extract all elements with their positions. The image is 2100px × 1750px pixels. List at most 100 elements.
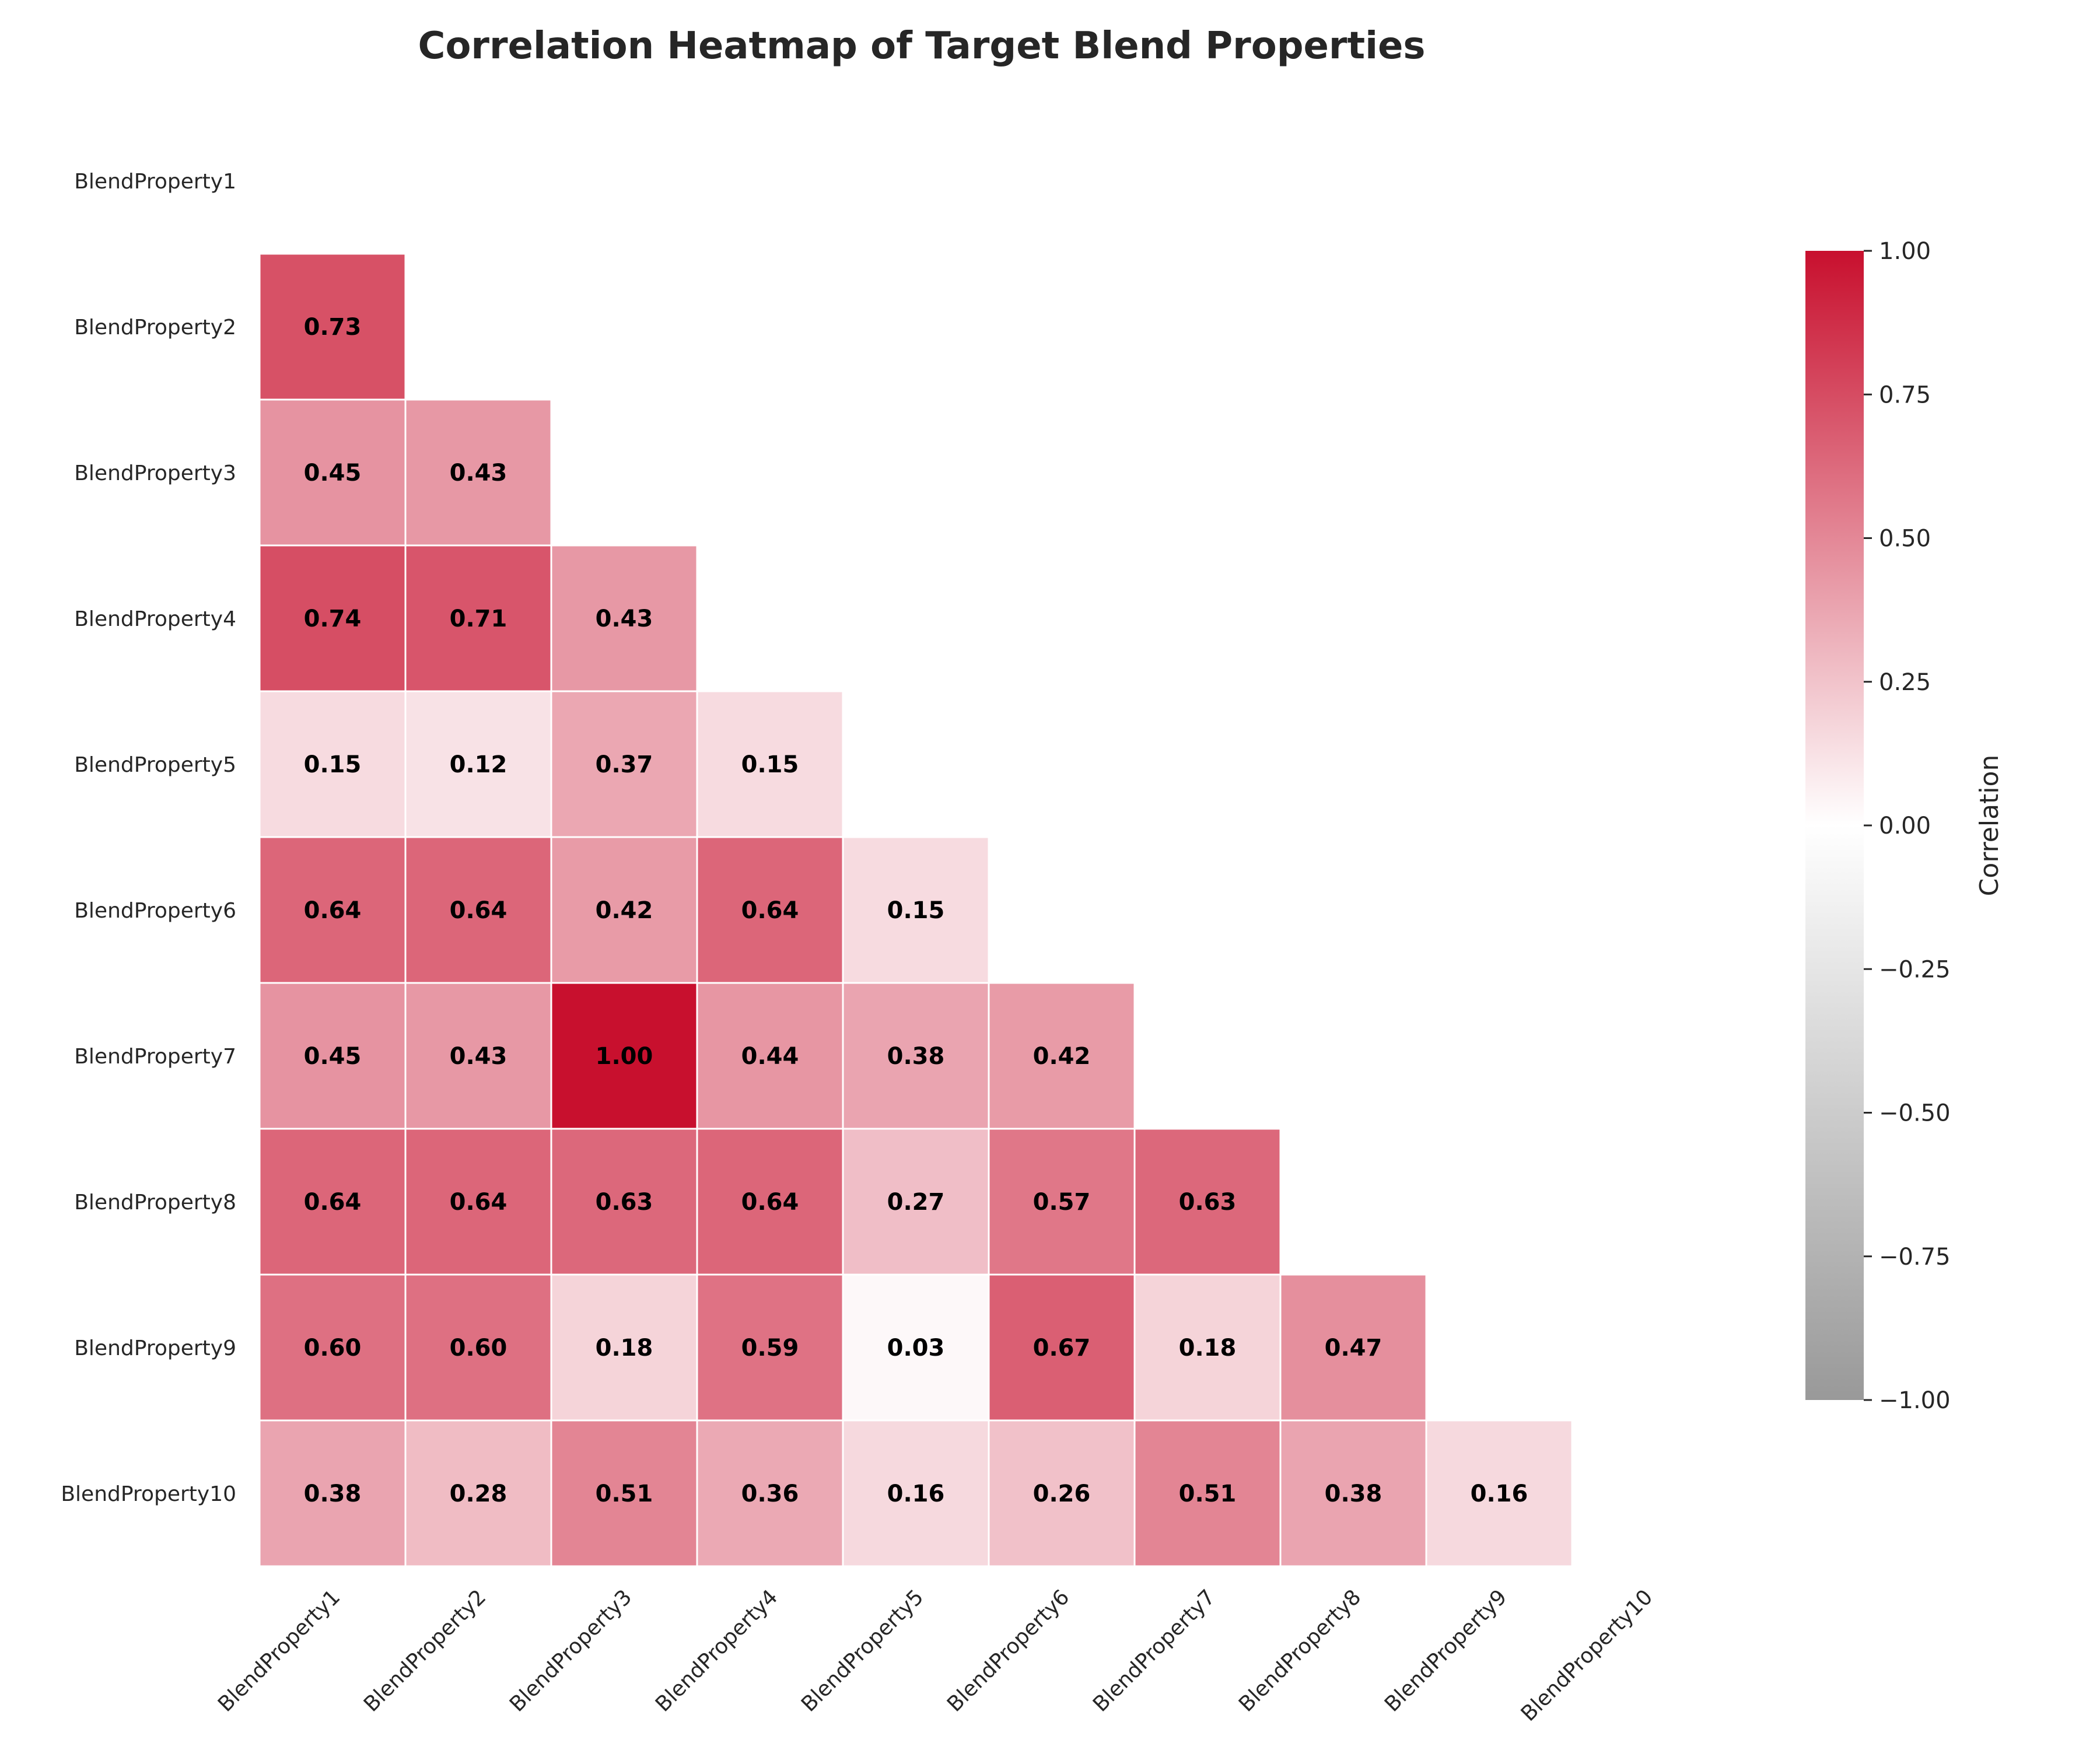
heatmap-cell [1133,1128,1282,1276]
heatmap-cell [258,982,407,1130]
y-tick-label: BlendProperty4 [74,607,236,631]
cell-value-label: 0.26 [1033,1480,1091,1507]
cell-value-label: 0.38 [1325,1480,1382,1507]
colorbar-tick-label: −0.50 [1879,1100,1951,1127]
heatmap-cell [550,836,698,984]
cell-value-label: 0.36 [741,1480,799,1507]
heatmap-cell [842,982,990,1130]
y-tick-label: BlendProperty7 [74,1045,236,1069]
colorbar: Correlation 1.00 0.75 0.50 0.25 0.00 −0.25 −0.… [1805,238,2004,1414]
colorbar-tick-label: −0.75 [1879,1244,1951,1270]
heatmap-cell [696,836,844,984]
cell-value-label: 0.59 [741,1335,799,1362]
heatmap-cell [550,1419,698,1567]
cell-value-label: 1.00 [596,1043,653,1070]
colorbar-tick-label: 0.00 [1879,813,1931,839]
heatmap-cell [404,982,552,1130]
cell-value-label: 0.45 [304,1043,362,1070]
cell-value-label: 0.38 [887,1043,945,1070]
colorbar-tick-label: −1.00 [1879,1387,1951,1414]
heatmap-cell [404,398,552,547]
cell-value-label: 0.51 [1179,1480,1237,1507]
cell-value-label: 0.60 [450,1335,508,1362]
x-tick-label: BlendProperty7 [1088,1585,1220,1716]
heatmap-cell [258,398,407,547]
heatmap-cell [1279,1273,1427,1422]
colorbar-tick-label: 0.75 [1879,382,1931,408]
heatmap-cell [258,1273,407,1422]
cell-value-label: 0.51 [596,1480,653,1507]
y-tick-label: BlendProperty8 [74,1191,236,1214]
heatmap-cell [550,1273,698,1422]
chart-title: Correlation Heatmap of Target Blend Prop… [418,24,1425,68]
cell-value-label: 0.64 [450,1189,508,1216]
colorbar-label: Correlation [1975,755,2004,897]
heatmap-cell [988,1128,1136,1276]
y-tick-label: BlendProperty10 [61,1482,236,1506]
cell-value-label: 0.64 [304,1189,362,1216]
cell-value-label: 0.45 [304,460,362,487]
y-tick-label: BlendProperty2 [74,316,236,340]
cell-value-label: 0.38 [304,1480,362,1507]
cell-value-label: 0.57 [1033,1189,1091,1216]
y-tick-label: BlendProperty5 [74,753,236,777]
cell-value-label: 0.74 [304,606,362,632]
x-tick-label: BlendProperty8 [1234,1585,1366,1716]
heatmap-cell [1425,1419,1573,1567]
y-tick-label: BlendProperty3 [74,461,236,485]
cell-value-label: 0.42 [596,897,653,924]
heatmap-cell [258,253,407,401]
cell-value-label: 0.60 [304,1335,362,1362]
y-tick-label: BlendProperty6 [74,899,236,923]
heatmap-cell [696,982,844,1130]
x-tick-label: BlendProperty10 [1517,1585,1658,1726]
cell-value-label: 0.43 [450,1043,508,1070]
heatmap-cell [550,982,698,1130]
cell-value-label: 0.64 [450,897,508,924]
cell-value-label: 0.64 [304,897,362,924]
heatmap-cell [404,690,552,838]
heatmap-cell [842,1419,990,1567]
heatmap-cell [404,544,552,692]
heatmap-cell [258,544,407,692]
x-tick-label: BlendProperty4 [651,1585,782,1716]
cell-value-label: 0.64 [741,1189,799,1216]
heatmap-cell [550,544,698,692]
colorbar-tick-label: 0.25 [1879,669,1931,696]
heatmap-cell [1133,1419,1282,1567]
heatmap-cell [696,1128,844,1276]
cell-value-label: 0.71 [450,606,508,632]
cell-value-label: 0.28 [450,1480,508,1507]
y-tick-label: BlendProperty9 [74,1336,236,1360]
colorbar-gradient [1805,251,1864,1400]
heatmap-cell [258,1419,407,1567]
heatmap-cell [696,1419,844,1567]
heatmap-cell [404,1128,552,1276]
cell-value-label: 0.63 [1179,1189,1237,1216]
cell-value-label: 0.16 [1471,1480,1528,1507]
cell-value-label: 0.18 [596,1335,653,1362]
x-axis-labels: BlendProperty1 BlendProperty2 BlendPropert… [214,1585,1657,1726]
x-tick-label: BlendProperty9 [1380,1585,1511,1716]
heatmap-cell [404,1419,552,1567]
heatmap-cell [988,1419,1136,1567]
heatmap-cell [842,836,990,984]
x-tick-label: BlendProperty1 [214,1585,345,1716]
cell-value-label: 0.44 [741,1043,799,1070]
heatmap-cell [696,690,844,838]
y-tick-label: BlendProperty1 [74,170,236,194]
colorbar-tick-label: −0.25 [1879,956,1951,983]
cell-value-label: 0.64 [741,897,799,924]
heatmap-cell [404,836,552,984]
cell-value-label: 0.42 [1033,1043,1091,1070]
cell-value-label: 0.73 [304,314,362,341]
x-tick-label: BlendProperty6 [943,1585,1074,1716]
cell-value-label: 0.15 [304,751,362,778]
cell-value-label: 0.15 [887,897,945,924]
y-axis-labels: BlendProperty1 BlendProperty2 BlendPropert… [61,170,236,1506]
cell-value-label: 0.43 [450,460,508,487]
cell-value-label: 0.18 [1179,1335,1237,1362]
colorbar-tick-label: 0.50 [1879,526,1931,552]
cell-value-label: 0.27 [887,1189,945,1216]
